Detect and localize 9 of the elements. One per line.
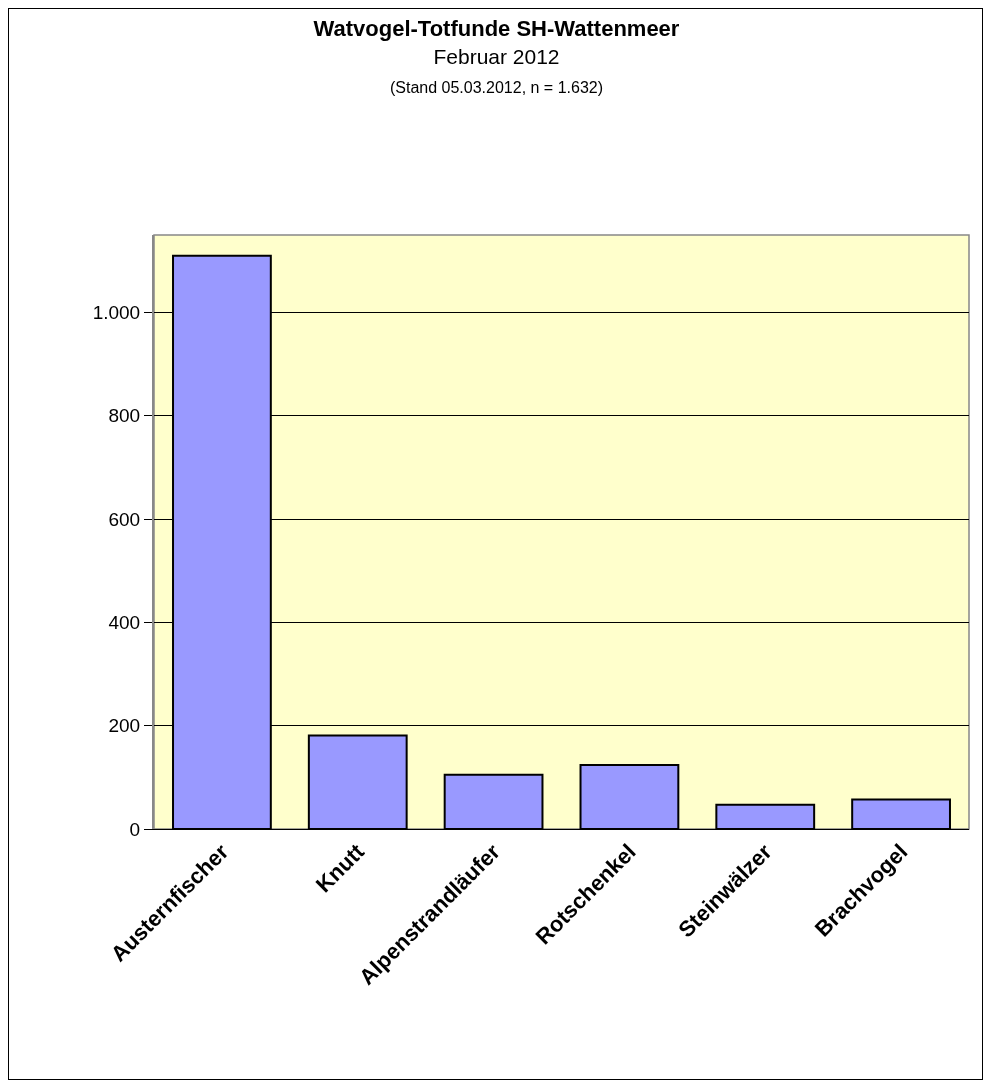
- chart-subtitle: Februar 2012: [433, 45, 560, 69]
- y-tick-label: 600: [108, 508, 141, 530]
- y-tick-label: 400: [108, 612, 141, 634]
- y-tick-label: 200: [108, 715, 141, 737]
- text: (Stand 05.03.2012, n = 1.632): [389, 79, 604, 96]
- y-tick-label: 0: [129, 818, 141, 840]
- y-tick-label: 800: [108, 405, 141, 427]
- chart-title: Watvogel-Totfunde SH-Wattenmeer: [313, 15, 680, 41]
- y-tick-label: 1.000: [92, 302, 141, 324]
